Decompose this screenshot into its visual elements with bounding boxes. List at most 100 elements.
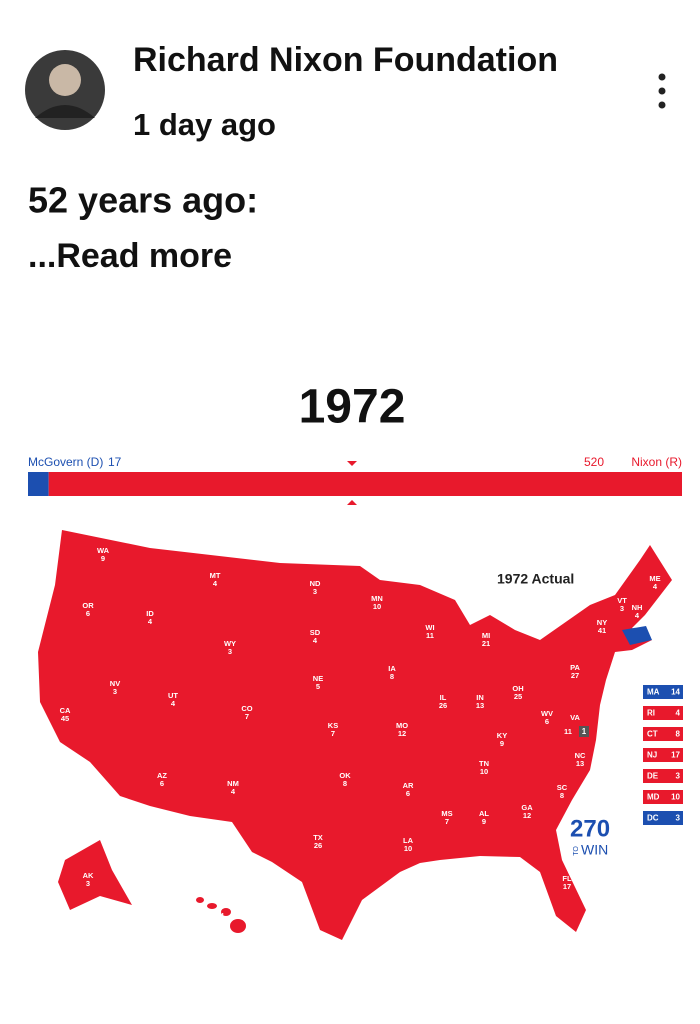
state-ev: 3	[620, 604, 624, 613]
small-state-ev: 8	[676, 730, 681, 739]
small-state-box	[643, 727, 683, 741]
state-abbr: MO	[396, 721, 408, 730]
state-ev: 4	[213, 579, 218, 588]
state-abbr: NV	[110, 679, 120, 688]
state-ev: 3	[113, 687, 117, 696]
state-ev: 25	[514, 692, 522, 701]
small-state-ev: 3	[676, 772, 681, 781]
state-ev: 10	[373, 602, 381, 611]
state-abbr: VT	[617, 596, 627, 605]
state-abbr: IN	[476, 693, 484, 702]
state-ev: 27	[571, 671, 579, 680]
state-abbr: CA	[60, 706, 71, 715]
faithless-box	[579, 726, 589, 737]
state-ev: 7	[245, 712, 249, 721]
state-ev: 6	[406, 789, 410, 798]
more-menu[interactable]	[658, 73, 666, 109]
small-state-abbr: NJ	[647, 751, 657, 760]
state-abbr: FL	[562, 874, 572, 883]
state-abbr: OH	[512, 684, 523, 693]
state-abbr: OK	[339, 771, 351, 780]
state-ev: 11	[564, 727, 572, 736]
state-abbr: NH	[632, 603, 643, 612]
logo-number: 270	[570, 815, 610, 842]
state-ev: 26	[314, 841, 322, 850]
state-abbr: AR	[403, 781, 414, 790]
state-ev: 8	[343, 779, 347, 788]
state-abbr: NY	[597, 618, 607, 627]
state-abbr: NE	[313, 674, 323, 683]
author[interactable]: Richard Nixon Foundation	[133, 41, 558, 79]
state-abbr: NM	[227, 779, 239, 788]
faithless-ev: 1	[582, 727, 587, 736]
state-abbr: TN	[479, 759, 489, 768]
small-state-ev: 4	[676, 709, 681, 718]
state-abbr: LA	[403, 836, 414, 845]
state-abbr: ME	[649, 574, 660, 583]
state-ev: 8	[390, 672, 394, 681]
avatar-suit	[35, 105, 95, 118]
state-ev: 13	[576, 759, 584, 768]
state-abbr: PA	[570, 663, 580, 672]
electoral-map: WA9OR6CA45NV3ID4MT4WY3UT4AZ6CO7NM4ND3SD4…	[38, 530, 683, 940]
candidate-name: Nixon (R)	[631, 455, 682, 469]
state-ev: 45	[61, 714, 69, 723]
state-ev: 17	[563, 882, 571, 891]
state-abbr: IL	[440, 693, 447, 702]
state-ev: 26	[439, 701, 447, 710]
state-ev: 10	[404, 844, 412, 853]
state-ev: 6	[545, 717, 549, 726]
state-ev: 6	[160, 779, 164, 788]
small-state-box	[643, 790, 683, 804]
state-abbr: UT	[168, 691, 178, 700]
candidate-ev: 520	[584, 455, 604, 469]
state-abbr: MN	[371, 594, 383, 603]
state-ev: 4	[313, 636, 318, 645]
ev-bar	[48, 472, 682, 496]
state-abbr: KY	[497, 731, 507, 740]
state-ev: 4	[653, 582, 658, 591]
state-ev: 12	[523, 811, 531, 820]
logo-prefix: TO	[573, 846, 580, 856]
state-ev: 3	[86, 879, 90, 888]
post-text: 52 years ago:	[28, 180, 258, 221]
state-abbr: IA	[388, 664, 396, 673]
state-ev: 4	[635, 611, 640, 620]
state-abbr: WI	[425, 623, 434, 632]
state-ev: 7	[445, 817, 449, 826]
state-ev: 8	[560, 791, 564, 800]
marker	[347, 500, 357, 505]
state-ev: 41	[598, 626, 606, 635]
state-ev: 6	[86, 609, 90, 618]
state-abbr: HI	[216, 911, 224, 920]
state-ev: 4	[171, 699, 176, 708]
state-ev: 3	[228, 647, 232, 656]
state-abbr: WA	[97, 546, 110, 555]
small-state-ev: 3	[676, 814, 681, 823]
state-abbr: TX	[313, 833, 323, 842]
read-more[interactable]: ...Read more	[28, 237, 232, 275]
state-abbr: WY	[224, 639, 236, 648]
state-abbr: AK	[83, 871, 94, 880]
state-abbr: KS	[328, 721, 338, 730]
dot	[658, 73, 666, 81]
map-title: 1972	[299, 381, 406, 434]
small-state-abbr: DC	[647, 814, 659, 823]
state-abbr: OR	[82, 601, 94, 610]
island	[196, 897, 204, 903]
state-abbr: GA	[521, 803, 533, 812]
state-abbr: MS	[441, 809, 452, 818]
dot	[658, 101, 666, 109]
small-state-abbr: MA	[647, 688, 660, 697]
state-ev: 10	[480, 767, 488, 776]
alaska	[58, 840, 132, 910]
state-ev: 5	[316, 682, 320, 691]
state-abbr: ND	[310, 579, 321, 588]
massachusetts	[622, 626, 652, 645]
small-state-box	[643, 706, 683, 720]
state-ev: 13	[476, 701, 484, 710]
us-mainland	[38, 530, 672, 940]
state-abbr: MI	[482, 631, 490, 640]
